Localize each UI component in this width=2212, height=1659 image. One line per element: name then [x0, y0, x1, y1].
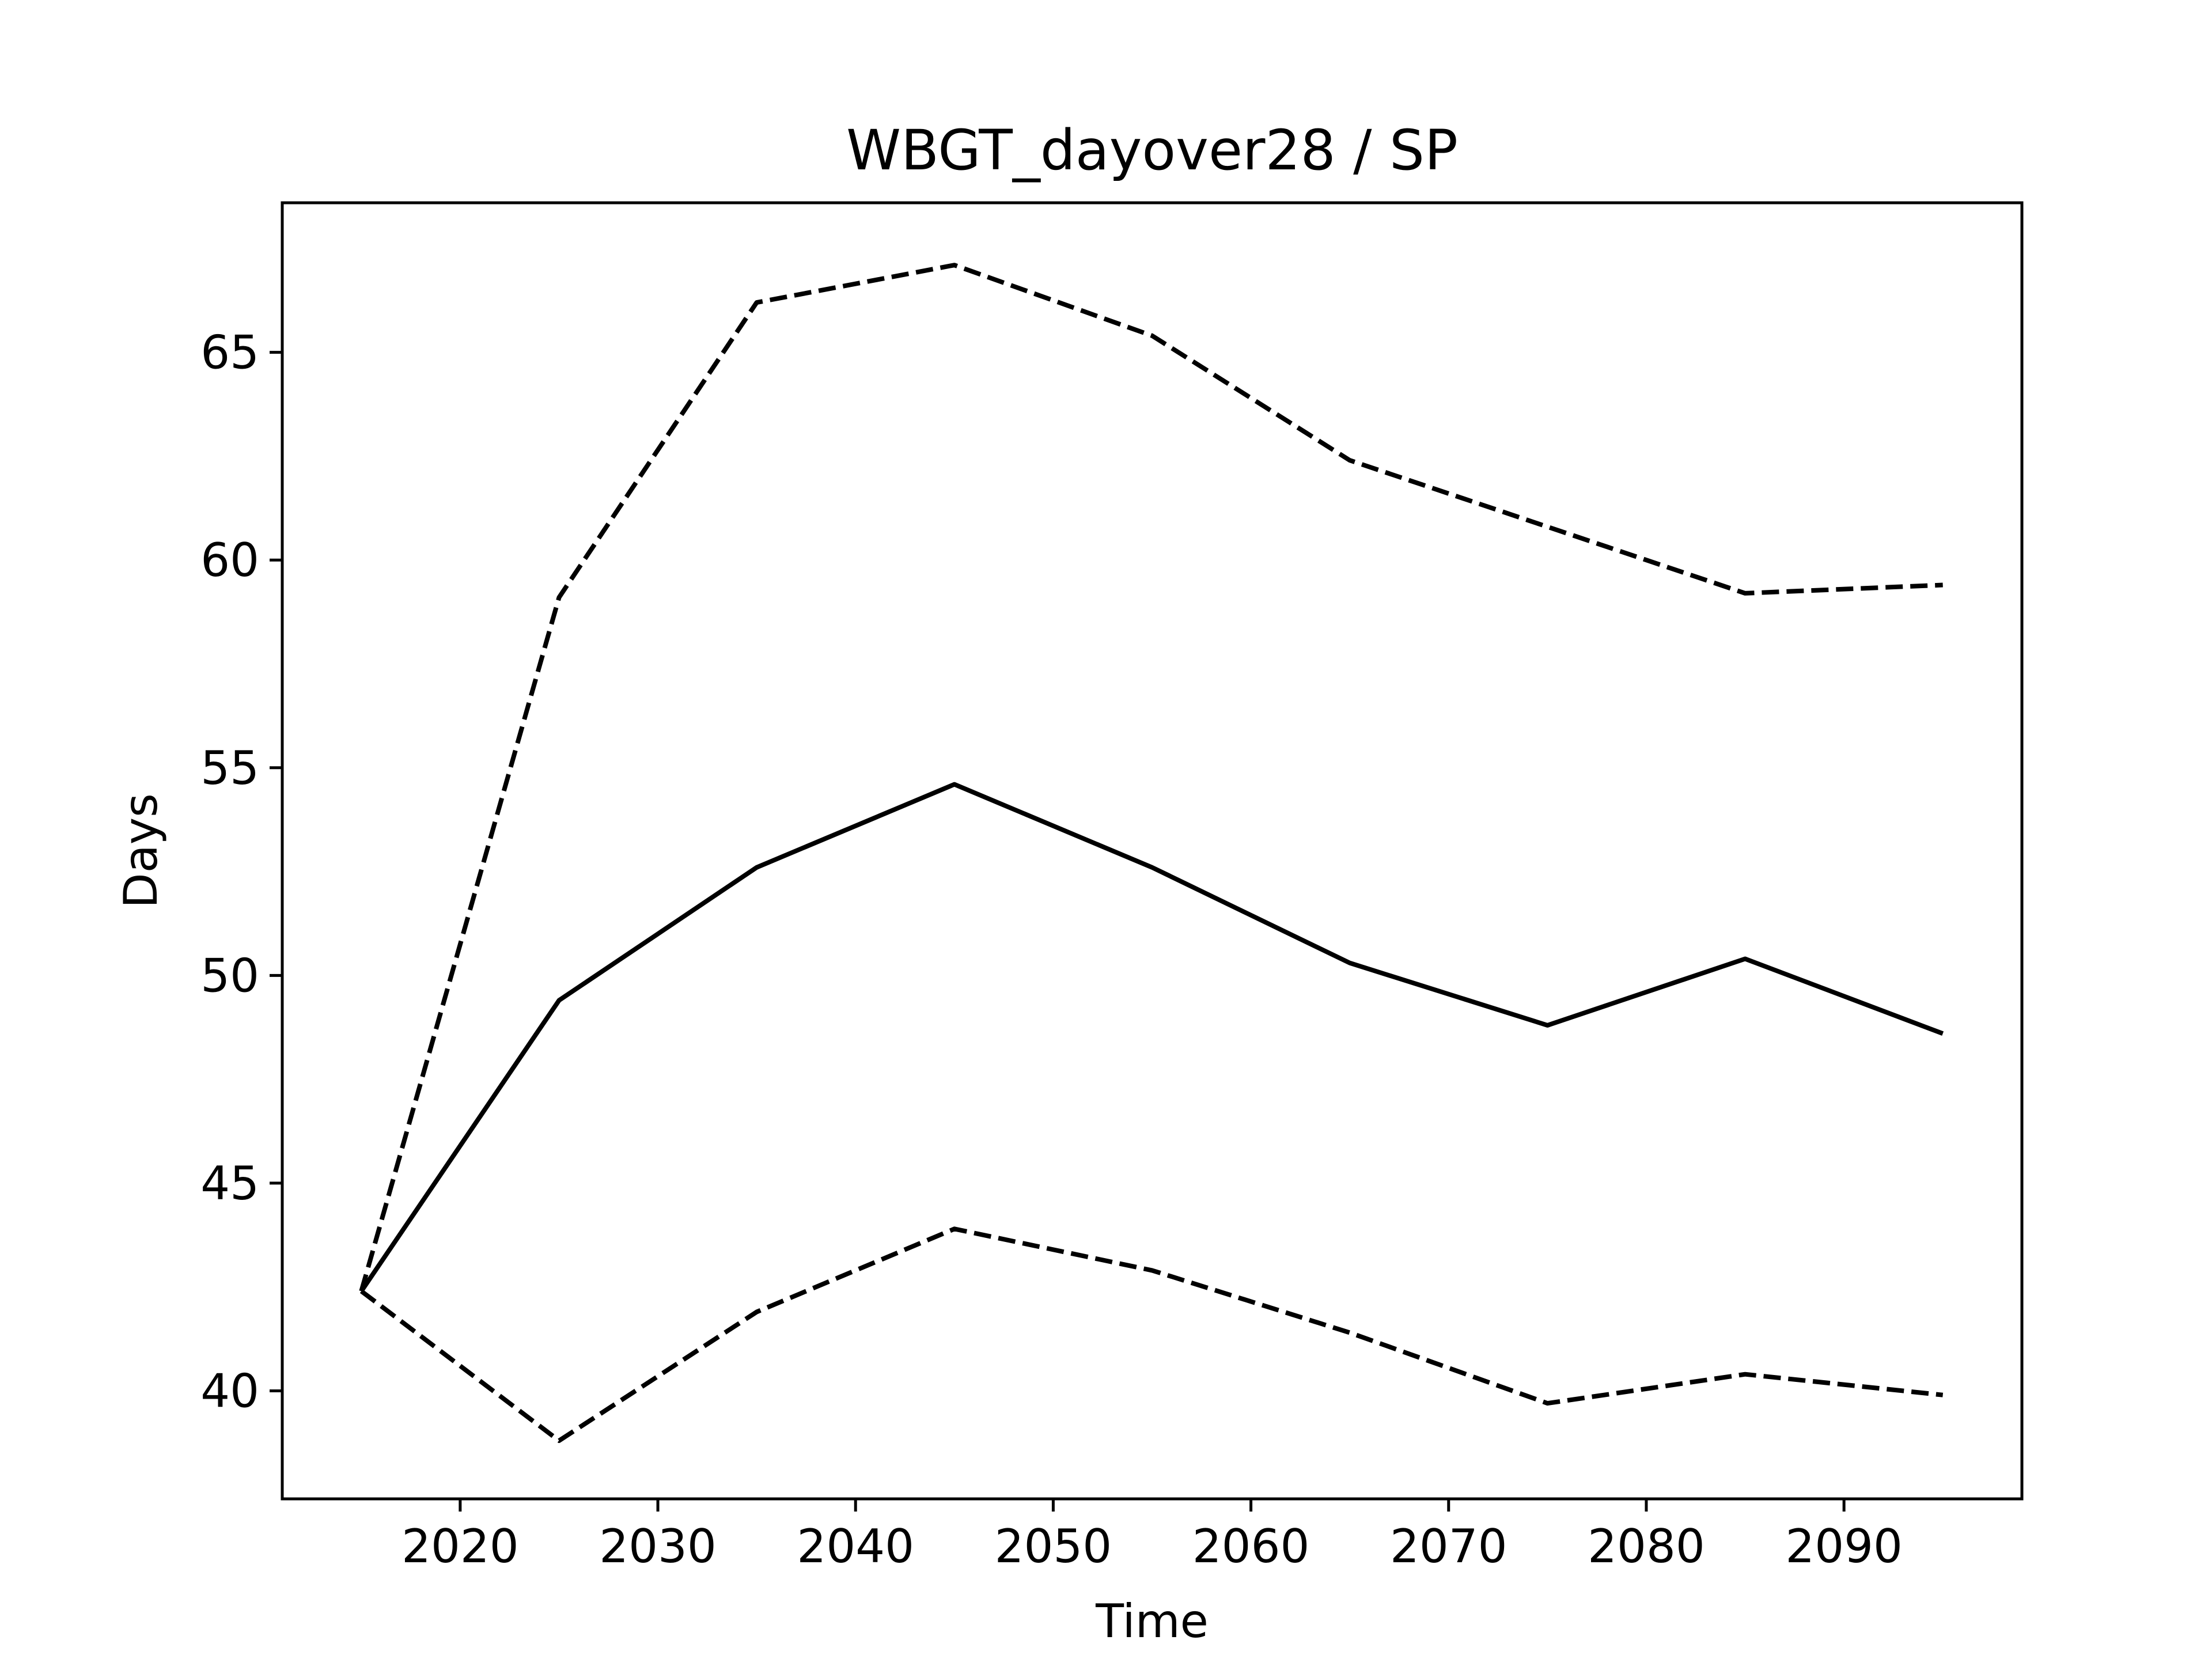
y-tick-label: 60: [200, 533, 259, 587]
y-tick-label: 50: [200, 949, 259, 1002]
x-tick-label: 2080: [1588, 1520, 1705, 1573]
series-line-2: [359, 782, 1944, 1293]
x-tick-label: 2060: [1192, 1520, 1310, 1573]
y-axis: 40 45 50 55 60 65: [200, 326, 282, 1418]
x-tick-label: 2020: [402, 1520, 519, 1573]
x-axis-label: Time: [1095, 1594, 1209, 1648]
y-axis-label: Days: [114, 793, 168, 908]
x-tick-label: 2090: [1785, 1520, 1903, 1573]
chart-title: WBGT_dayover28 / SP: [846, 118, 1458, 183]
series-line-1: [359, 263, 1943, 1292]
x-tick-label: 2040: [797, 1520, 914, 1573]
series-line-3: [359, 1226, 1944, 1443]
y-tick-label: 65: [200, 326, 259, 380]
y-tick-label: 40: [200, 1365, 259, 1418]
x-tick-label: 2050: [995, 1520, 1112, 1573]
y-tick-label: 45: [200, 1157, 259, 1210]
x-tick-label: 2030: [599, 1520, 717, 1573]
plot-frame: [281, 201, 2024, 1501]
plot-area: [359, 263, 1944, 1443]
x-tick-label: 2070: [1390, 1520, 1508, 1573]
y-tick-label: 55: [200, 741, 259, 795]
x-axis: 2020 2030 2040 2050 2060 2070 2080 2090: [402, 1499, 1903, 1573]
